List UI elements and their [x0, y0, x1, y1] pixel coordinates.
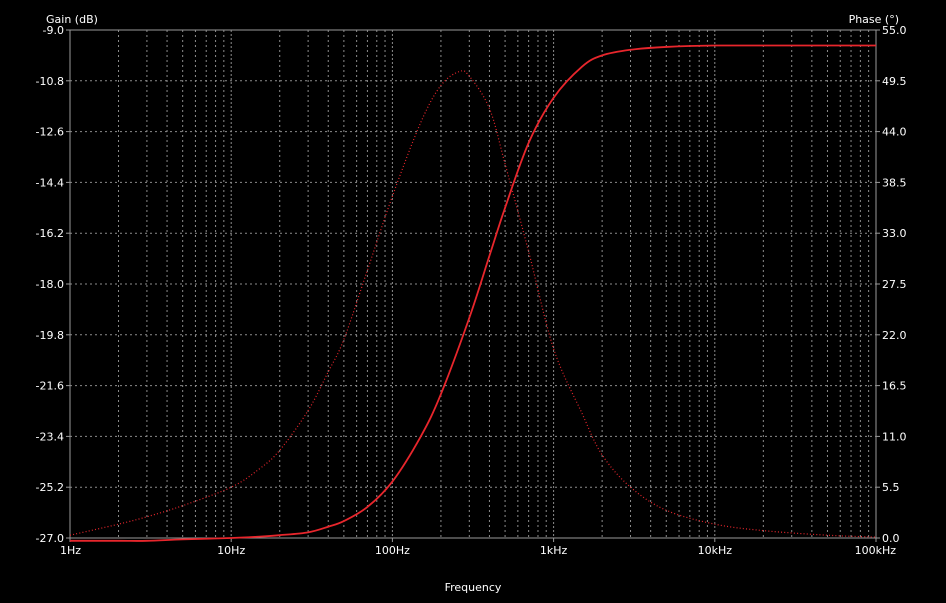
y-right-tick-label: 33.0 — [882, 227, 907, 240]
y-left-tick-label: -27.0 — [36, 532, 64, 545]
y-left-tick-label: -14.4 — [36, 176, 64, 189]
y-right-tick-label: 27.5 — [882, 278, 907, 291]
y-left-tick-label: -18.0 — [36, 278, 64, 291]
y-right-tick-label: 16.5 — [882, 380, 907, 393]
tick-labels: -9.0 -10.8 -12.6 -14.4 -16.2 -18.0 -19.8 -21.6 -… — [36, 24, 907, 557]
x-tick-label: 1kHz — [540, 544, 568, 557]
y-right-tick-label: 11.0 — [882, 430, 907, 443]
grid — [69, 29, 876, 539]
y-right-tick-label: 49.5 — [882, 75, 907, 88]
x-tick-label: 10Hz — [217, 544, 245, 557]
y-left-tick-label: -12.6 — [36, 126, 64, 139]
gain-curve — [70, 44, 876, 542]
y-right-axis-label: Phase (°) — [849, 13, 899, 26]
x-tick-label: 100Hz — [375, 544, 410, 557]
x-tick-label: 1Hz — [60, 544, 81, 557]
series-lines — [69, 44, 877, 542]
y-left-tick-label: -25.2 — [36, 481, 64, 494]
x-tick-label: 10kHz — [698, 544, 733, 557]
y-left-tick-label: -19.8 — [36, 329, 64, 342]
y-right-tick-label: 5.5 — [882, 481, 900, 494]
x-axis-label: Frequency — [445, 581, 502, 594]
y-left-tick-label: -9.0 — [43, 24, 64, 37]
y-left-axis-label: Gain (dB) — [46, 13, 98, 26]
y-right-tick-label: 55.0 — [882, 24, 907, 37]
y-right-tick-label: 44.0 — [882, 126, 907, 139]
y-right-tick-label: 38.5 — [882, 176, 907, 189]
y-right-tick-label: 0.0 — [882, 532, 900, 545]
y-left-tick-label: -23.4 — [36, 430, 64, 443]
y-left-tick-label: -21.6 — [36, 380, 64, 393]
x-tick-label: 100kHz — [855, 544, 897, 557]
y-left-tick-label: -16.2 — [36, 227, 64, 240]
phase-curve — [69, 70, 877, 538]
y-left-tick-label: -10.8 — [36, 75, 64, 88]
y-right-tick-label: 22.0 — [882, 329, 907, 342]
